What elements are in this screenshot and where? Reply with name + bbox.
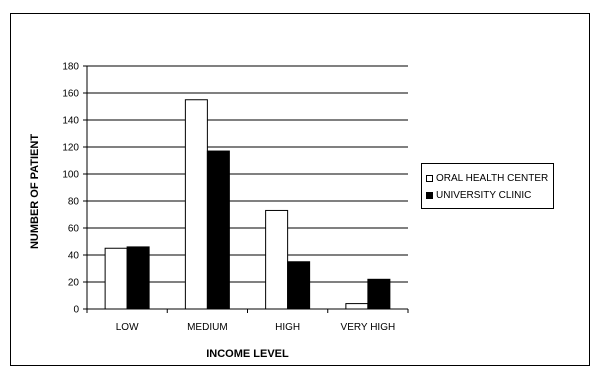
x-category-label: MEDIUM (187, 322, 228, 333)
y-tick-label: 60 (68, 224, 80, 235)
legend-item-university-clinic: UNIVERSITY CLINIC (426, 187, 549, 204)
bar-university-clinic (367, 278, 391, 310)
bar-university-clinic (126, 246, 150, 310)
x-category-labels: LOW MEDIUM HIGH VERY HIGH (116, 322, 395, 333)
x-category-label: LOW (116, 322, 139, 333)
bar-oral-health-center (104, 247, 128, 310)
bar-university-clinic (206, 150, 230, 310)
legend-swatch-oral-health-center (426, 175, 433, 182)
bars (104, 99, 391, 310)
legend-item-oral-health-center: ORAL HEALTH CENTER (426, 170, 549, 187)
y-tick-label: 80 (68, 197, 80, 208)
y-tick-labels: 0 20 40 60 80 100 120 140 160 180 (62, 62, 79, 316)
y-tick-label: 140 (62, 116, 79, 127)
bar-oral-health-center (345, 303, 369, 310)
bar-oral-health-center (265, 209, 289, 310)
y-tick-label: 40 (68, 251, 80, 262)
y-tick-label: 20 (68, 278, 80, 289)
bar-university-clinic (287, 261, 311, 310)
y-axis-title: NUMBER OF PATIENT (29, 134, 41, 249)
x-category-label: VERY HIGH (341, 322, 396, 333)
y-tick-label: 160 (62, 89, 79, 100)
x-category-label: HIGH (275, 322, 300, 333)
legend: ORAL HEALTH CENTER UNIVERSITY CLINIC (421, 163, 554, 209)
y-tick-label: 100 (62, 170, 79, 181)
y-tick-label: 120 (62, 143, 79, 154)
legend-label-oral-health-center: ORAL HEALTH CENTER (436, 173, 549, 184)
bar-oral-health-center (184, 99, 208, 310)
legend-swatch-university-clinic (426, 192, 433, 199)
y-tick-label: 180 (62, 62, 79, 73)
x-axis-title: INCOME LEVEL (206, 348, 289, 360)
y-tick-label: 0 (73, 305, 79, 316)
axes (83, 65, 409, 313)
legend-label-university-clinic: UNIVERSITY CLINIC (436, 190, 532, 201)
